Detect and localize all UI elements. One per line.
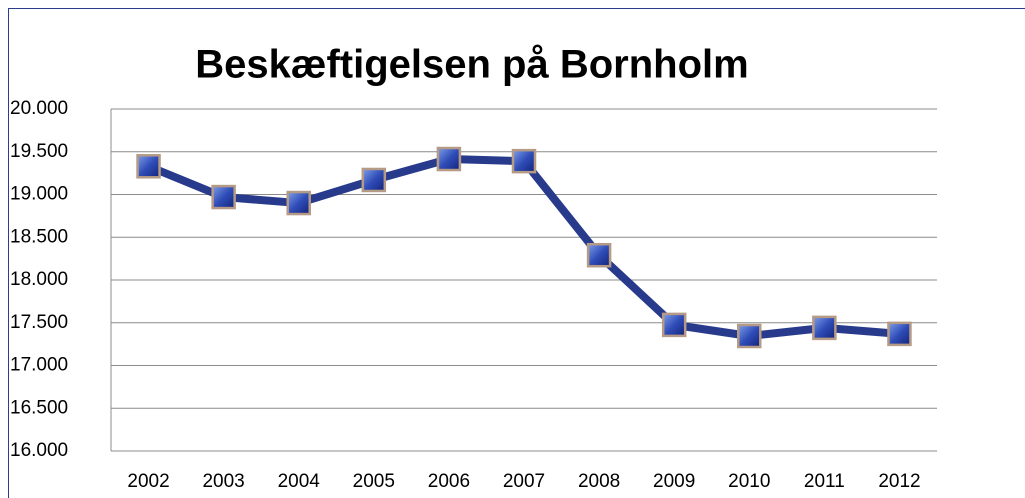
x-tick-label: 2005 bbox=[353, 471, 395, 492]
x-tick-label: 2003 bbox=[202, 471, 244, 492]
x-tick-label: 2006 bbox=[428, 471, 470, 492]
y-tick-label: 18.000 bbox=[10, 269, 68, 290]
y-tick-label: 16.000 bbox=[10, 440, 68, 461]
x-tick-label: 2007 bbox=[503, 471, 545, 492]
marker bbox=[136, 154, 161, 179]
y-tick-label: 17.500 bbox=[10, 312, 68, 333]
y-tick-label: 16.500 bbox=[10, 397, 68, 418]
marker bbox=[286, 190, 311, 216]
x-tick-label: 2002 bbox=[127, 471, 169, 492]
marker bbox=[361, 167, 387, 193]
x-tick-label: 2012 bbox=[878, 471, 920, 492]
marker bbox=[812, 315, 837, 341]
x-tick-label: 2010 bbox=[728, 471, 770, 492]
marker bbox=[211, 184, 236, 210]
x-tick-label: 2009 bbox=[653, 471, 695, 492]
x-tick-label: 2011 bbox=[804, 471, 845, 492]
y-tick-label: 19.500 bbox=[10, 141, 68, 162]
chart-title: Beskæftigelsen på Bornholm bbox=[195, 43, 748, 87]
y-tick-label: 20.000 bbox=[10, 98, 68, 119]
marker bbox=[737, 323, 762, 349]
marker bbox=[887, 321, 912, 347]
marker bbox=[586, 242, 612, 268]
marker bbox=[511, 148, 537, 174]
y-tick-label: 18.500 bbox=[10, 226, 68, 247]
chart-border bbox=[8, 8, 1025, 498]
y-tick-label: 17.000 bbox=[10, 355, 68, 376]
x-tick-label: 2008 bbox=[578, 471, 620, 492]
x-tick-label: 2004 bbox=[278, 471, 321, 492]
marker bbox=[436, 146, 462, 172]
y-tick-label: 19.000 bbox=[10, 184, 68, 205]
marker bbox=[661, 312, 687, 338]
